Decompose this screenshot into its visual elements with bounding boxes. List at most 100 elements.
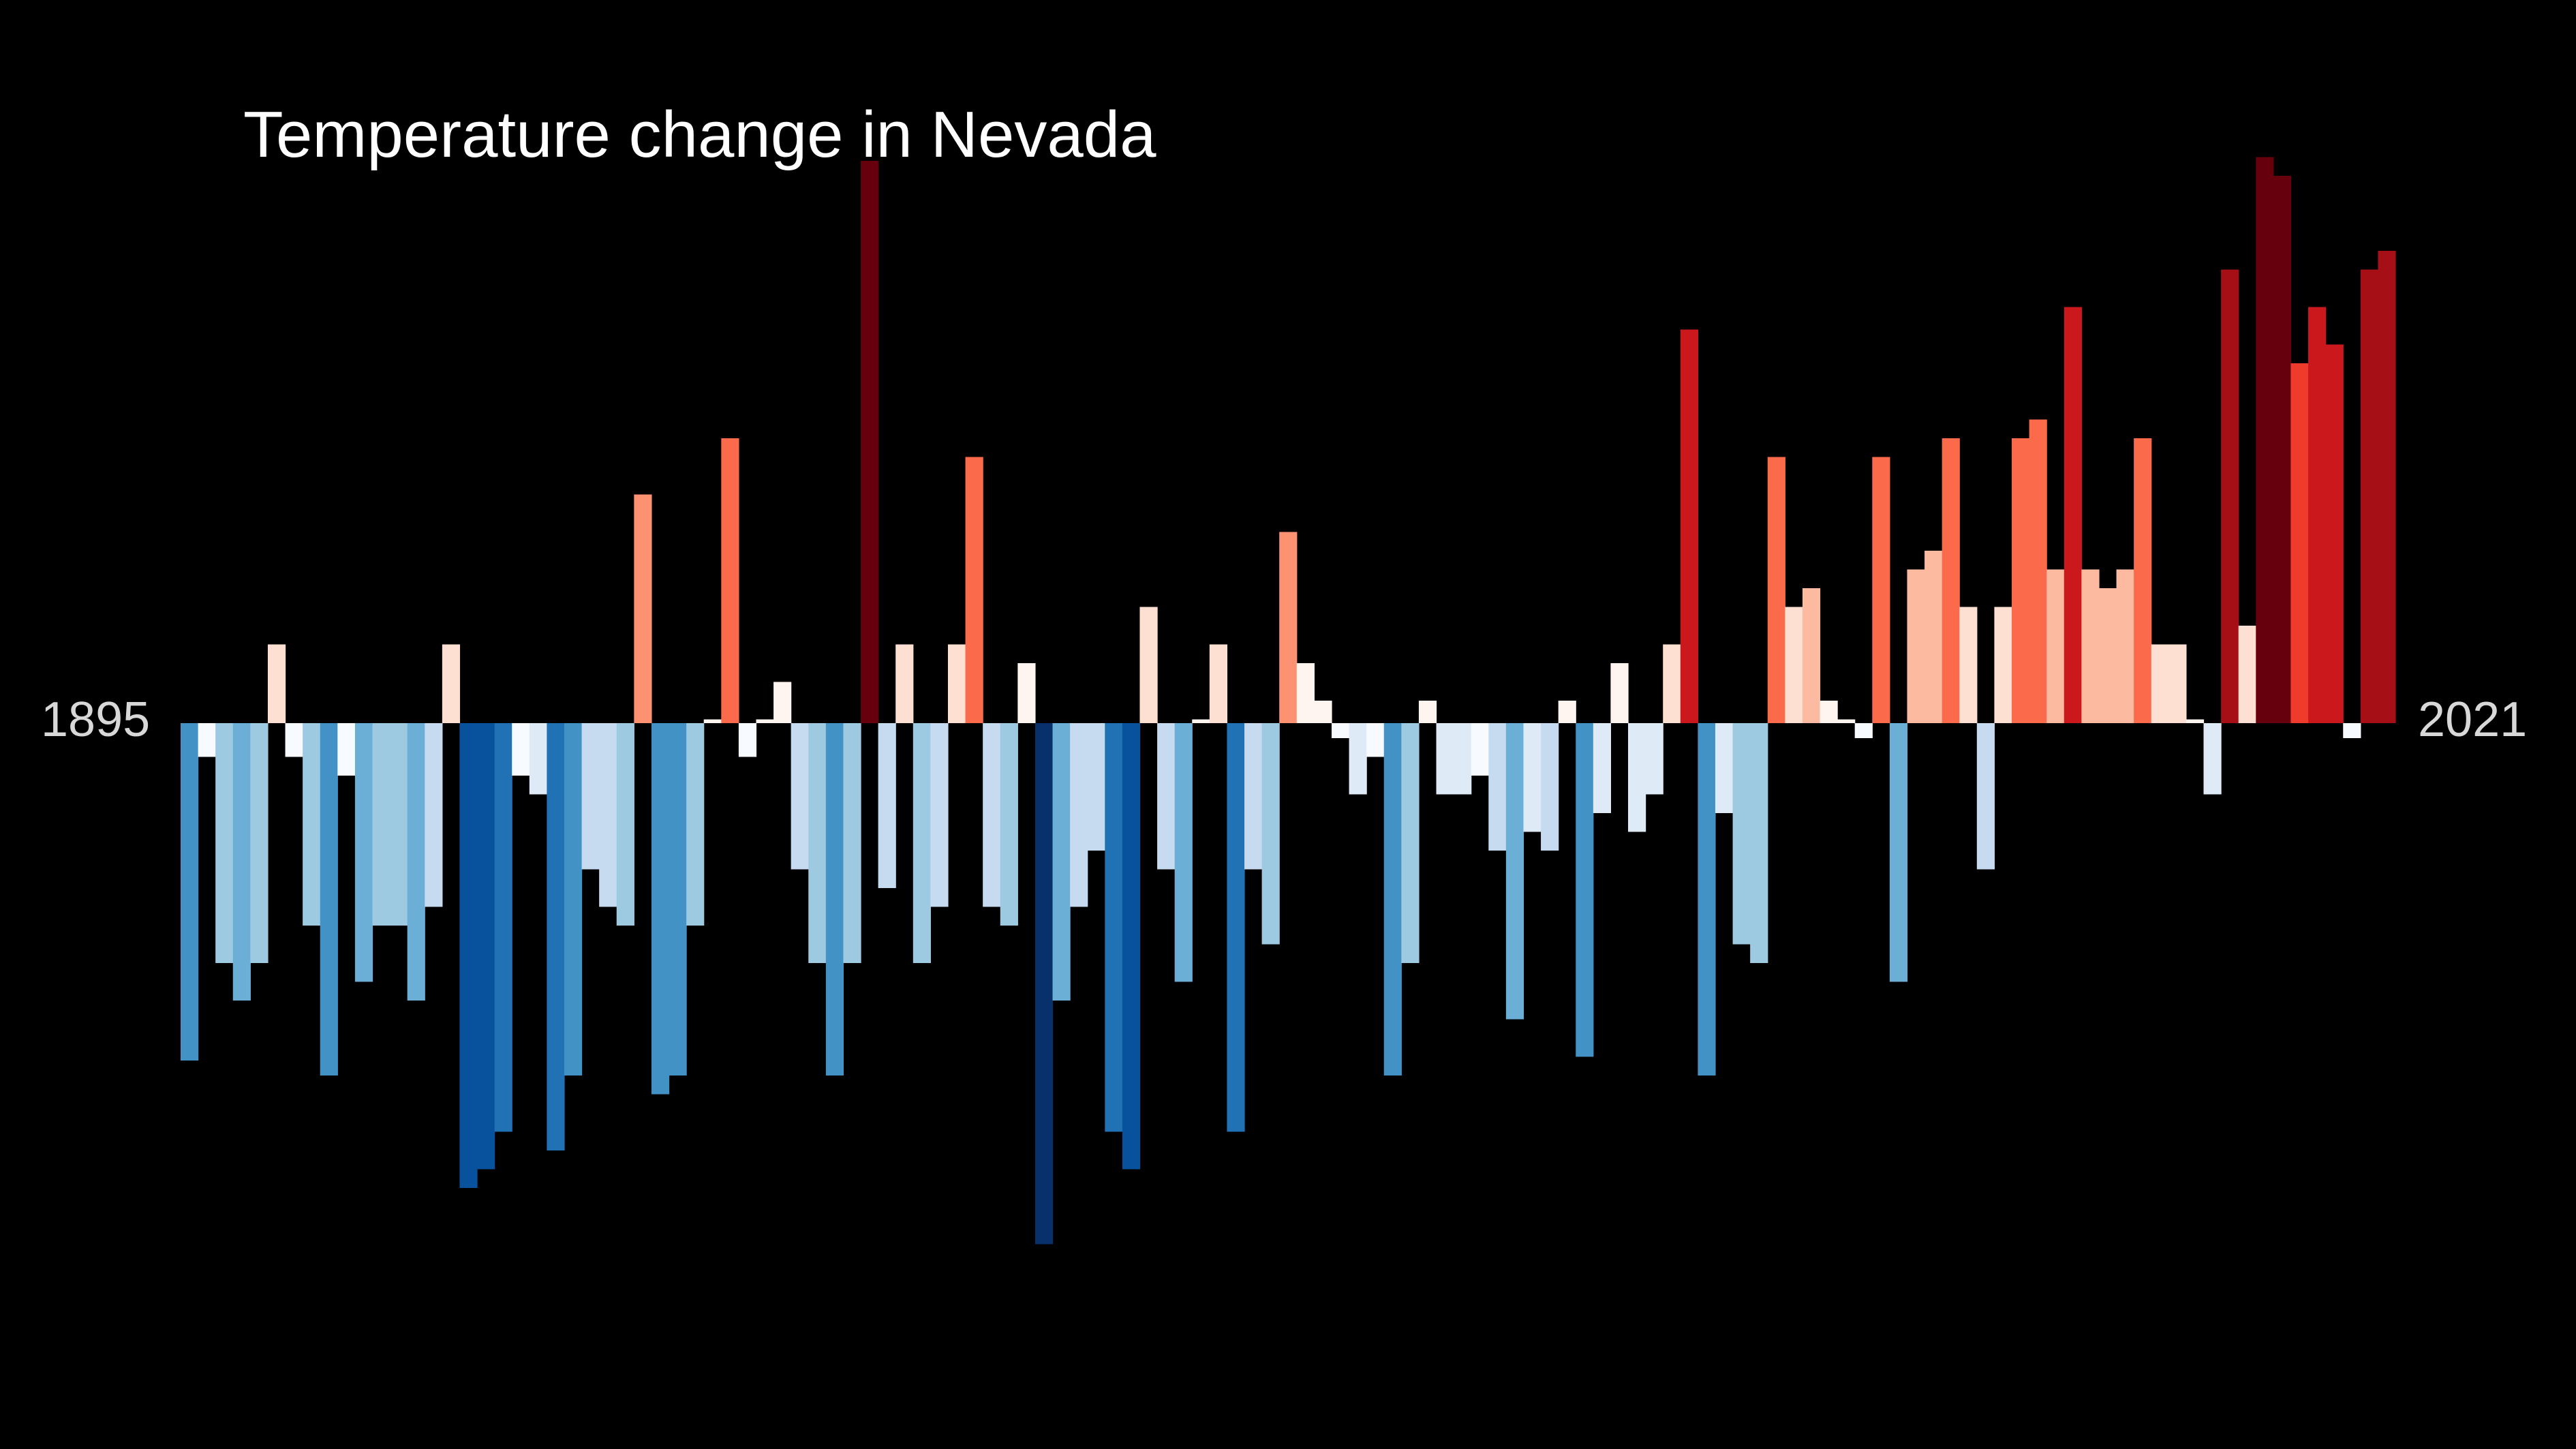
bars-group xyxy=(181,157,2396,1245)
bar-1926 xyxy=(721,438,739,723)
bar-1990 xyxy=(1837,719,1856,723)
bar-2001 xyxy=(2029,419,2047,723)
bar-1952 xyxy=(1174,723,1193,982)
bar-1957 xyxy=(1261,723,1280,945)
bar-1948 xyxy=(1105,723,1123,1132)
bar-1979 xyxy=(1645,723,1663,795)
bar-2009 xyxy=(2168,644,2187,723)
bar-1985 xyxy=(1750,723,1768,963)
bar-2002 xyxy=(2046,569,2065,723)
bar-1959 xyxy=(1296,663,1315,723)
bar-2000 xyxy=(2012,438,2030,723)
bar-1897 xyxy=(215,723,234,963)
bar-1945 xyxy=(1052,723,1071,1001)
bar-2017 xyxy=(2308,307,2327,723)
bar-1898 xyxy=(232,723,251,1001)
bar-2015 xyxy=(2273,176,2292,723)
bar-1943 xyxy=(1017,663,1036,723)
bar-1941 xyxy=(983,723,1001,907)
bar-1949 xyxy=(1122,723,1141,1170)
bar-1930 xyxy=(791,723,809,870)
bar-1925 xyxy=(703,719,722,723)
bar-1913 xyxy=(494,723,512,1132)
bar-1895 xyxy=(181,723,199,1061)
bar-1899 xyxy=(250,723,269,963)
bar-1947 xyxy=(1087,723,1105,851)
bar-1918 xyxy=(581,723,600,870)
bar-1975 xyxy=(1576,723,1594,1057)
bar-1997 xyxy=(1959,607,1978,723)
bar-1928 xyxy=(756,719,774,723)
bar-2016 xyxy=(2290,363,2309,723)
bar-1910 xyxy=(442,644,461,723)
bar-1929 xyxy=(773,682,792,723)
bar-2012 xyxy=(2221,269,2239,723)
bar-1917 xyxy=(564,723,583,1076)
bar-1998 xyxy=(1976,723,1995,870)
bar-1902 xyxy=(303,723,321,926)
bar-2008 xyxy=(2151,644,2169,723)
bar-1964 xyxy=(1383,723,1402,1076)
bar-1978 xyxy=(1628,723,1646,832)
bar-2006 xyxy=(2116,569,2134,723)
bar-1958 xyxy=(1279,532,1298,723)
bar-1986 xyxy=(1767,457,1785,723)
bar-2021 xyxy=(2378,251,2396,723)
bar-1996 xyxy=(1942,438,1960,723)
bar-1953 xyxy=(1192,719,1210,723)
bar-1915 xyxy=(529,723,547,795)
bar-1942 xyxy=(1000,723,1018,926)
bar-1965 xyxy=(1401,723,1420,963)
bar-2010 xyxy=(2186,719,2205,723)
bar-1911 xyxy=(459,723,478,1188)
bar-1927 xyxy=(738,723,757,757)
bar-2011 xyxy=(2203,723,2222,795)
bar-1968 xyxy=(1454,723,1472,795)
bar-1974 xyxy=(1558,701,1576,723)
bar-1951 xyxy=(1157,723,1176,870)
bar-1904 xyxy=(337,723,356,776)
bar-1901 xyxy=(285,723,303,757)
bar-1924 xyxy=(686,723,705,926)
bar-1923 xyxy=(669,723,687,1076)
bar-1973 xyxy=(1541,723,1559,851)
bar-1966 xyxy=(1418,701,1437,723)
bar-1954 xyxy=(1209,644,1228,723)
bar-1908 xyxy=(407,723,425,1001)
bar-2003 xyxy=(2064,307,2082,723)
bar-2005 xyxy=(2098,588,2117,723)
bar-1976 xyxy=(1593,723,1612,813)
bar-2013 xyxy=(2238,626,2256,723)
bar-1971 xyxy=(1505,723,1524,1020)
bar-1921 xyxy=(634,494,652,723)
bar-2007 xyxy=(2134,438,2152,723)
bar-1936 xyxy=(895,644,914,723)
bar-1920 xyxy=(616,723,634,926)
bar-1982 xyxy=(1698,723,1716,1076)
bar-1939 xyxy=(947,644,966,723)
bar-1989 xyxy=(1820,701,1838,723)
bar-1916 xyxy=(547,723,565,1150)
bar-1955 xyxy=(1227,723,1245,1132)
bar-1914 xyxy=(512,723,530,776)
bar-1940 xyxy=(965,457,983,723)
bar-1944 xyxy=(1034,723,1054,1245)
bar-2019 xyxy=(2343,723,2361,738)
bar-1995 xyxy=(1925,551,1943,723)
bar-1983 xyxy=(1715,723,1734,813)
bar-2018 xyxy=(2325,344,2344,723)
bar-1934 xyxy=(861,161,879,723)
bar-1907 xyxy=(390,723,408,926)
bar-1970 xyxy=(1488,723,1507,851)
bar-1905 xyxy=(354,723,373,982)
bar-2020 xyxy=(2360,269,2379,723)
bar-1931 xyxy=(808,723,827,963)
bar-1946 xyxy=(1070,723,1088,907)
bar-1972 xyxy=(1523,723,1542,832)
bar-1992 xyxy=(1872,457,1890,723)
bar-1909 xyxy=(425,723,443,907)
bar-1987 xyxy=(1785,607,1803,723)
bar-1950 xyxy=(1139,607,1158,723)
bar-1994 xyxy=(1907,569,1925,723)
